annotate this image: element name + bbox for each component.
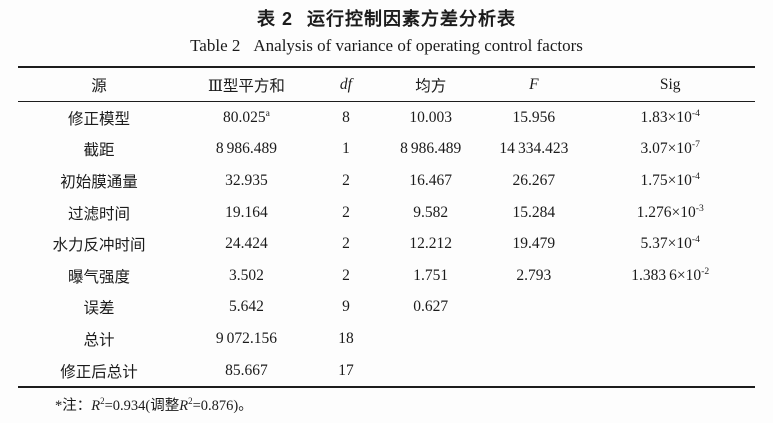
table-cell: 5.642 bbox=[229, 298, 264, 316]
table-cell: 12.212 bbox=[409, 235, 452, 253]
table-cell: 2 bbox=[342, 266, 350, 284]
table-cell: 17 bbox=[338, 361, 354, 379]
table-cell: 15.284 bbox=[512, 203, 556, 221]
table-cell: 15.956 bbox=[512, 108, 556, 126]
table-row: 初始膜通量 32.935 2 16.467 26.267 1.75×10-4 bbox=[18, 165, 755, 197]
table-cell: 3.502 bbox=[229, 266, 264, 284]
table-number-zh: 表 2 bbox=[256, 9, 293, 29]
table-cell: 5.37×10-4 bbox=[640, 234, 700, 253]
table-row: 曝气强度 3.502 2 1.751 2.793 1.383 6×10-2 bbox=[18, 260, 755, 292]
table-cell: 24.424 bbox=[225, 235, 268, 253]
table-cell: 9 072.156 bbox=[215, 329, 278, 347]
table-caption-en: Table 2 Analysis of variance of operating… bbox=[0, 33, 773, 59]
table-footnote: *注：R2=0.934(调整R2=0.876)。 bbox=[55, 397, 773, 415]
table-cell: 19.164 bbox=[225, 203, 268, 221]
table-cell: 9.582 bbox=[413, 203, 449, 221]
table-cell: 1.75×10-4 bbox=[640, 170, 700, 189]
table-cell: 16.467 bbox=[409, 171, 452, 189]
header-cell: Ⅲ型平方和 bbox=[207, 77, 285, 95]
table-cell: 1.276×10-3 bbox=[636, 202, 704, 221]
table-cell: 0.627 bbox=[413, 298, 449, 316]
table-footnote-text: *注：R2=0.934(调整R2=0.876)。 bbox=[55, 396, 253, 415]
table-cell: 误差 bbox=[83, 300, 115, 318]
table-cell: 10.003 bbox=[409, 108, 452, 126]
table-row: 水力反冲时间 24.424 2 12.212 19.479 5.37×10-4 bbox=[18, 228, 755, 260]
table-cell: 1.751 bbox=[413, 266, 449, 284]
table-cell: 过滤时间 bbox=[68, 205, 131, 223]
table-cell: 85.667 bbox=[225, 361, 268, 379]
table-cell: 2.793 bbox=[516, 266, 552, 284]
table-cell: 80.025a bbox=[223, 107, 270, 126]
table-body: 修正模型 80.025a 8 10.003 15.956 1.83×10-4 截距 8 986… bbox=[18, 102, 755, 386]
table-cell: 总计 bbox=[83, 331, 115, 349]
table-cell: 1 bbox=[342, 140, 350, 158]
table-cell: 32.935 bbox=[225, 171, 268, 189]
table-row: 总计 9 072.156 18 bbox=[18, 323, 755, 355]
table-cell: 9 bbox=[342, 298, 350, 316]
table-cell: 19.479 bbox=[512, 235, 556, 253]
header-cell: 源 bbox=[91, 77, 107, 95]
table-cell: 初始膜通量 bbox=[60, 173, 138, 191]
table-cell: 修正模型 bbox=[68, 110, 131, 128]
table-caption-zh-text: 运行控制因素方差分析表 bbox=[307, 9, 516, 29]
table-row: 修正后总计 85.667 17 bbox=[18, 355, 755, 387]
table-cell: 26.267 bbox=[512, 171, 556, 189]
table-cell: 修正后总计 bbox=[60, 363, 138, 381]
anova-table: 源 Ⅲ型平方和 df 均方 F Sig 修正模型 80.025a 8 10.003 15.956 1… bbox=[18, 66, 755, 389]
table-cell: 曝气强度 bbox=[68, 268, 131, 286]
table-row: 过滤时间 19.164 2 9.582 15.284 1.276×10-3 bbox=[18, 197, 755, 229]
header-cell: Sig bbox=[659, 75, 681, 93]
table-cell: 8 986.489 bbox=[215, 140, 278, 158]
table-cell: 14 334.423 bbox=[499, 140, 569, 158]
table-cell: 1.83×10-4 bbox=[640, 107, 700, 126]
table-cell: 8 986.489 bbox=[400, 140, 462, 158]
table-cell: 18 bbox=[338, 329, 354, 347]
header-cell: 均方 bbox=[415, 77, 447, 95]
table-row: 截距 8 986.489 1 8 986.489 14 334.423 3.07×10-7 bbox=[18, 134, 755, 166]
header-cell: df bbox=[339, 75, 352, 93]
table-cell: 2 bbox=[342, 171, 350, 189]
table-header-row: 源 Ⅲ型平方和 df 均方 F Sig bbox=[18, 68, 755, 102]
table-cell: 2 bbox=[342, 235, 350, 253]
table-caption-zh: 表 2 运行控制因素方差分析表 bbox=[0, 0, 773, 31]
table-row: 修正模型 80.025a 8 10.003 15.956 1.83×10-4 bbox=[18, 102, 755, 134]
table-cell: 1.383 6×10-2 bbox=[631, 265, 710, 284]
table-caption-en-text: Analysis of variance of operating contro… bbox=[253, 36, 583, 55]
table-cell: 水力反冲时间 bbox=[52, 237, 146, 255]
table-row: 误差 5.642 9 0.627 bbox=[18, 292, 755, 324]
table-cell: 2 bbox=[342, 203, 350, 221]
header-cell: F bbox=[529, 75, 539, 93]
table-cell: 3.07×10-7 bbox=[640, 139, 700, 158]
table-cell: 8 bbox=[342, 108, 350, 126]
table-number-en: Table 2 bbox=[190, 36, 241, 55]
table-cell: 截距 bbox=[83, 142, 115, 160]
